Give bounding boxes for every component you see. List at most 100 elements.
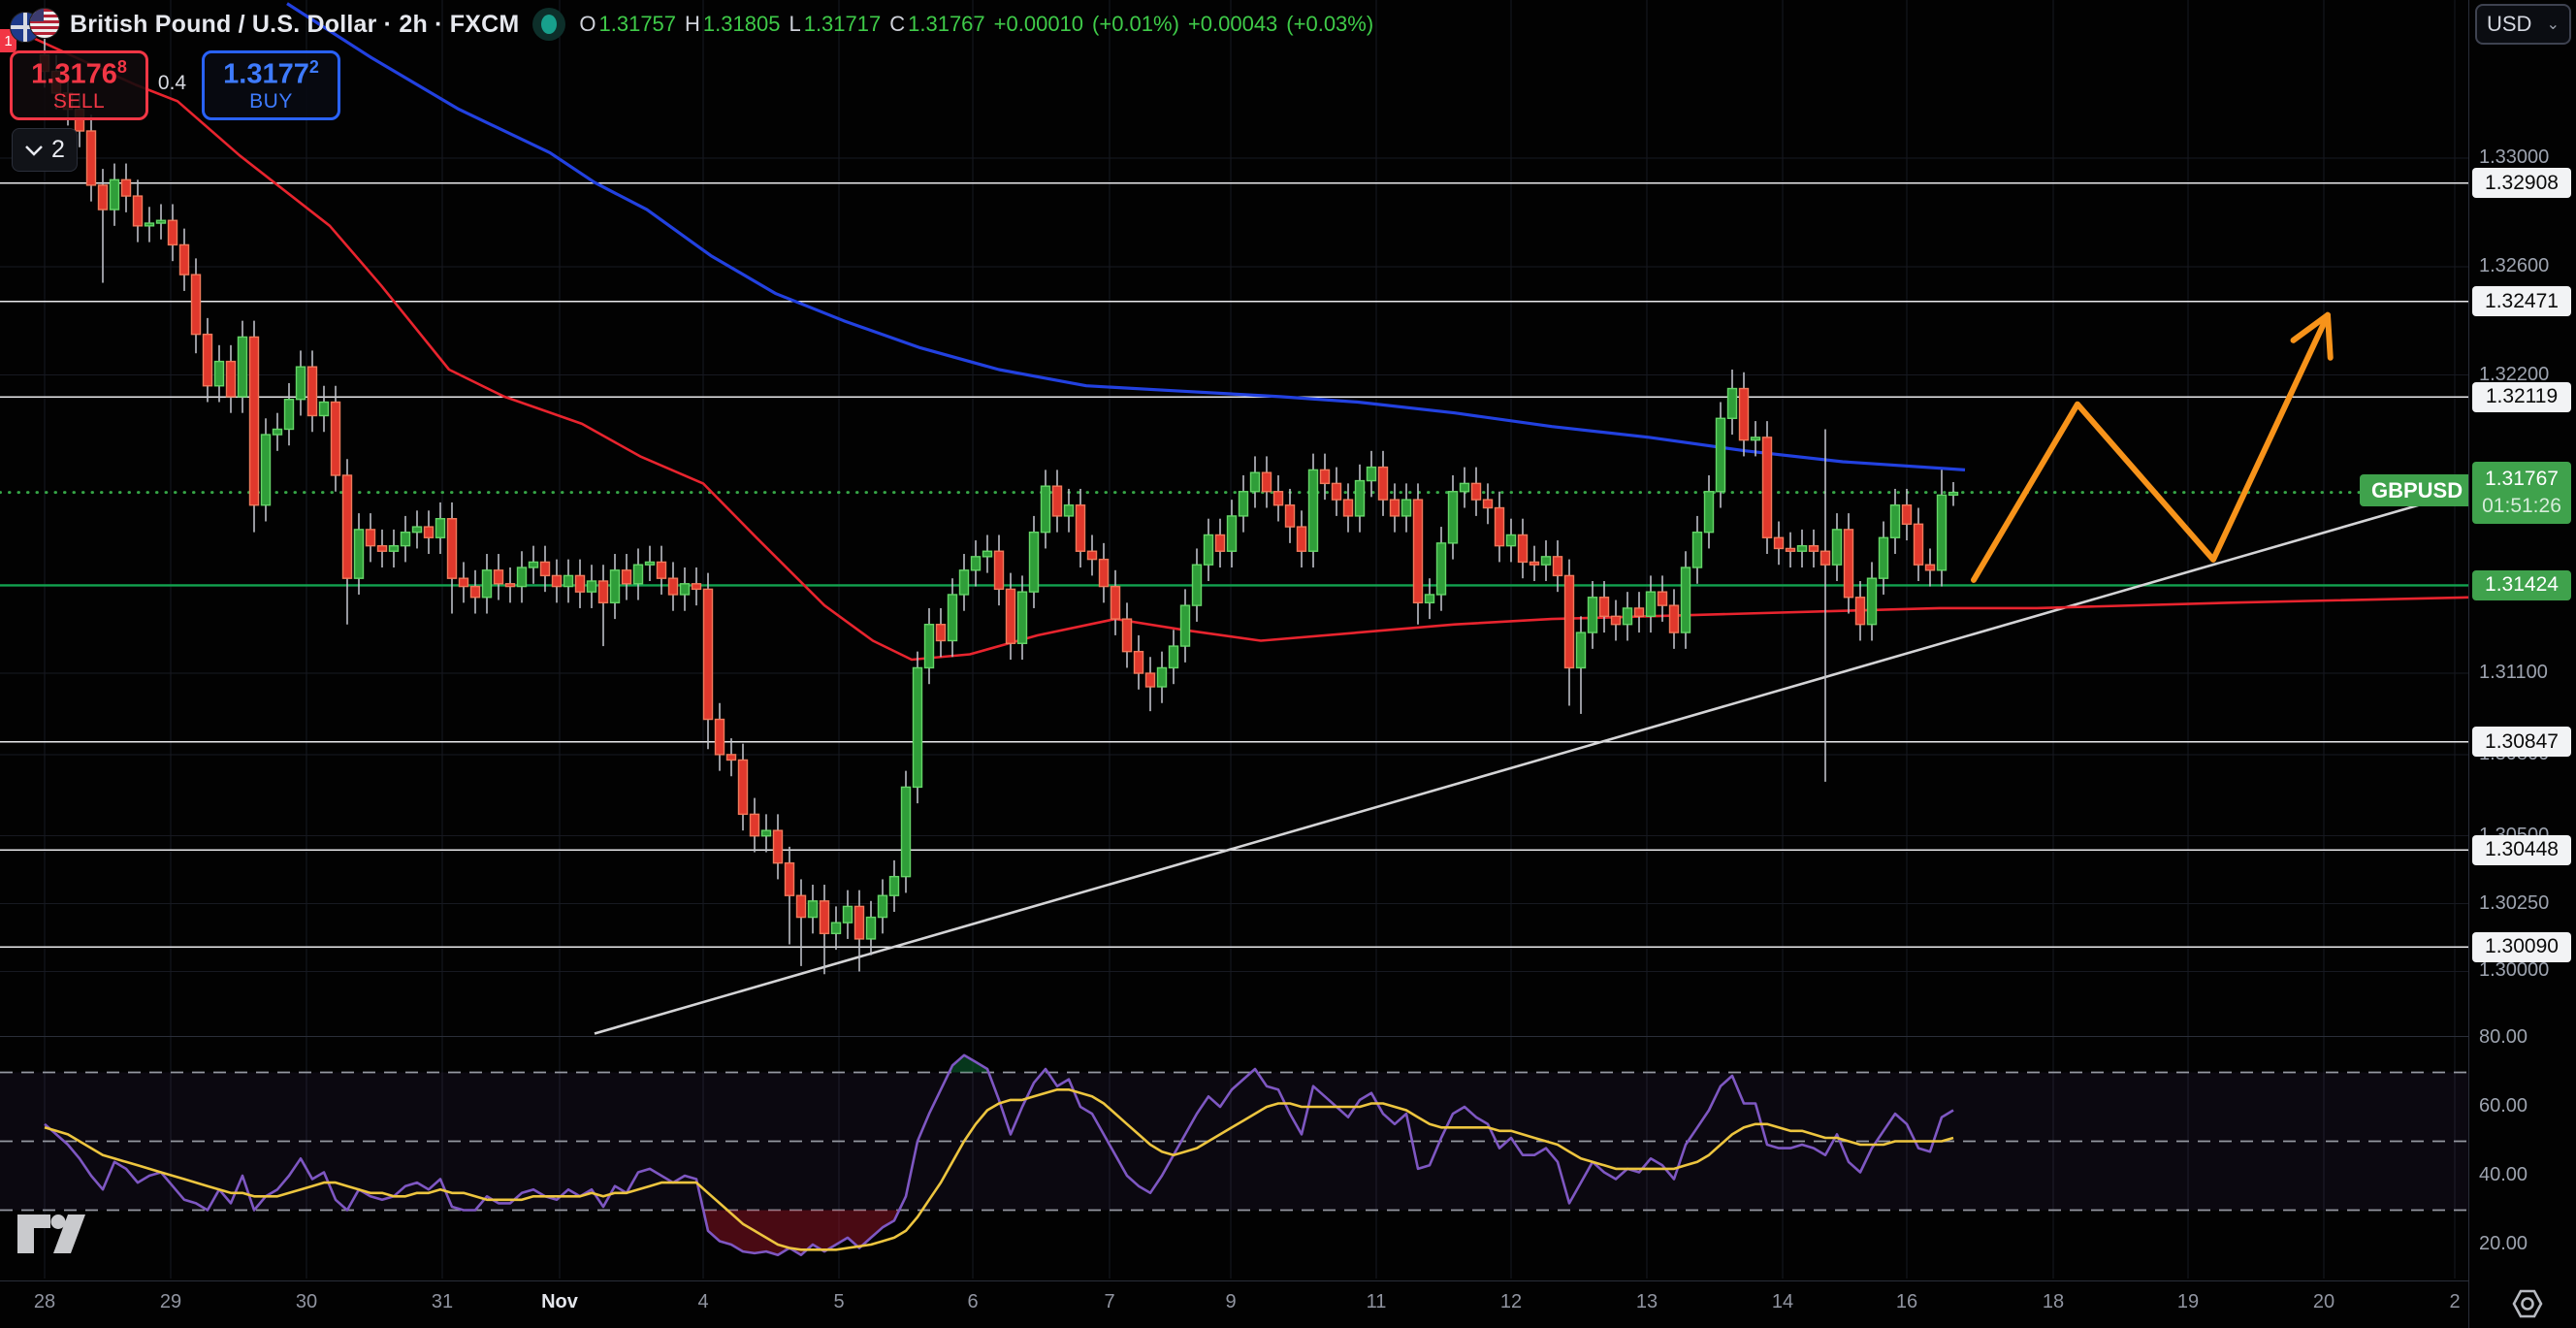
candle-body: [1854, 597, 1866, 626]
buy-price: 1.3177: [223, 59, 309, 91]
arrow-head: [2325, 311, 2334, 361]
candle-body: [97, 184, 109, 211]
candle-body: [1203, 534, 1214, 566]
price-tick-label: 1.32200: [2479, 363, 2550, 385]
price-line-symbol-label: GBPUSD: [2360, 474, 2475, 506]
symbol-button[interactable]: British Pound / U.S. Dollar · 2h · FXCM: [10, 8, 520, 43]
sell-price-sup: 8: [116, 57, 127, 78]
level-price-badge: 1.32119: [2472, 381, 2571, 412]
candle-body: [1366, 466, 1377, 482]
candle-body: [1703, 491, 1715, 534]
candle-body: [1889, 504, 1901, 538]
candle-body: [982, 550, 993, 558]
candle-body: [1563, 574, 1575, 669]
tradingview-logo[interactable]: [16, 1213, 91, 1260]
close-value: 1.31767: [908, 12, 985, 36]
candle-body: [1622, 607, 1633, 626]
candle-body: [1086, 550, 1098, 561]
price-tick-label: 1.31100: [2479, 662, 2548, 684]
candle-body: [1179, 604, 1191, 647]
candle-body: [1575, 632, 1587, 669]
candle-body: [1726, 387, 1738, 419]
time-tick-label: 31: [431, 1291, 454, 1312]
open-label: O: [579, 12, 596, 36]
candle-body: [795, 894, 807, 919]
candle-body: [1691, 531, 1703, 568]
sell-button[interactable]: 1.31768 SELL: [10, 50, 148, 120]
currency-value: USD: [2487, 12, 2532, 36]
candle-body: [679, 583, 691, 596]
time-tick-label: 9: [1225, 1291, 1237, 1312]
currency-dropdown[interactable]: USD ⌄: [2475, 4, 2571, 45]
candle-body: [144, 222, 155, 227]
candle-body: [248, 336, 260, 506]
time-tick-label: 2: [2449, 1291, 2461, 1312]
ohlc-readout: O 1.31757 H 1.31805 L 1.31717 C 1.31767 +0.0…: [579, 12, 1373, 37]
candle-body: [283, 399, 295, 431]
time-tick-label: 4: [697, 1291, 709, 1312]
chart-header: British Pound / U.S. Dollar · 2h · FXCM …: [10, 4, 1373, 45]
buy-button[interactable]: 1.31772 BUY: [202, 50, 340, 120]
projection-arrow-drawing[interactable]: [1971, 311, 2331, 583]
time-tick-label: 19: [2176, 1291, 2200, 1312]
green-level-price-badge: 1.31424: [2472, 569, 2571, 600]
candle-body: [772, 829, 784, 864]
candle-body: [225, 360, 237, 398]
candle-body: [1924, 564, 1936, 571]
candle-body: [1156, 666, 1168, 688]
candle-body: [330, 401, 341, 476]
candle-body: [1110, 585, 1121, 620]
rsi-ma-line: [44, 1087, 1954, 1251]
candle-body: [1389, 499, 1401, 517]
candle-body: [528, 561, 539, 568]
candle-body: [1785, 547, 1796, 552]
candle-body: [1587, 597, 1598, 633]
trendline[interactable]: [594, 489, 2468, 1035]
candle-body: [1272, 491, 1284, 506]
candle-body: [306, 366, 318, 417]
axis-settings-button[interactable]: [2508, 1284, 2547, 1323]
time-tick-label: Nov: [541, 1291, 578, 1312]
candle-body: [109, 178, 120, 211]
symbol-title[interactable]: British Pound / U.S. Dollar · 2h · FXCM: [70, 10, 520, 38]
candle-body: [1936, 494, 1948, 571]
level-price-badge: 1.30448: [2472, 834, 2571, 865]
candle-body: [481, 569, 493, 599]
candle-body: [493, 569, 504, 585]
object-tree-collapse-button[interactable]: 2: [12, 128, 78, 172]
market-status-icon[interactable]: [532, 8, 566, 41]
time-tick-label: 5: [833, 1291, 845, 1312]
tradingview-logo-icon: [17, 1215, 85, 1253]
candle-body: [388, 544, 400, 552]
candle-body: [1168, 645, 1179, 669]
pane-separator[interactable]: [0, 1036, 2468, 1037]
low-label: L: [789, 12, 801, 36]
price-axis[interactable]: USD ⌄ 1.330001.326001.322001.311001.3080…: [2468, 0, 2576, 1328]
candle-body: [435, 517, 446, 538]
candle-body: [970, 556, 982, 571]
level-price-badge: 1.32908: [2472, 168, 2571, 199]
candle-body: [551, 574, 563, 588]
time-tick-label: 16: [1895, 1291, 1918, 1312]
candle-body: [1133, 650, 1144, 674]
price-pane[interactable]: [0, 0, 2468, 1036]
candle-body: [1005, 588, 1016, 644]
chevron-down-icon: [25, 145, 43, 156]
time-tick-label: 7: [1104, 1291, 1115, 1312]
rsi-pane[interactable]: [0, 1036, 2468, 1280]
candle-body: [423, 526, 435, 538]
candle-body: [1319, 469, 1331, 485]
candle-body: [1424, 594, 1435, 604]
candle-body: [237, 336, 248, 398]
candle-body: [807, 900, 819, 919]
candle-body: [1668, 604, 1680, 633]
candle-body: [411, 526, 423, 534]
price-tick-label: 1.30250: [2479, 891, 2550, 914]
candle-body: [819, 900, 830, 935]
candle-body: [1459, 482, 1470, 493]
candle-body: [365, 529, 376, 547]
candle-body: [725, 754, 737, 761]
candle-body: [1878, 536, 1889, 579]
time-axis[interactable]: 28 29 30 31 Nov 4 5 6 7 9 11 12 13 14 16 18 19 20 2: [0, 1280, 2468, 1328]
